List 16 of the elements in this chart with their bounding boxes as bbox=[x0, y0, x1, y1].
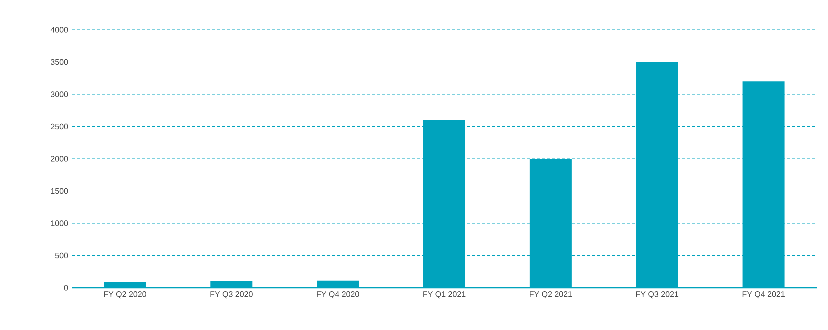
y-tick-label: 4000 bbox=[50, 27, 68, 33]
y-tick-label: 0 bbox=[64, 285, 68, 291]
y-tick-label: 500 bbox=[55, 252, 68, 259]
x-tick-label: FY Q3 2020 bbox=[210, 292, 253, 299]
y-tick-label: 2500 bbox=[51, 124, 68, 130]
y-tick-label: 3000 bbox=[50, 92, 68, 98]
y-tick-label: 3500 bbox=[50, 59, 68, 66]
x-tick-label: FY Q2 2021 bbox=[530, 292, 572, 299]
x-tick-label: FY Q1 2021 bbox=[424, 292, 466, 299]
y-tick-label: 1000 bbox=[51, 220, 68, 226]
x-tick-label: FY Q4 2020 bbox=[317, 292, 360, 299]
x-tick-label: FY Q2 2020 bbox=[104, 292, 146, 299]
x-tick-label: FY Q4 2021 bbox=[742, 292, 785, 299]
x-tick-label: FY Q3 2021 bbox=[636, 292, 679, 299]
y-tick-label: 1500 bbox=[51, 188, 68, 194]
y-tick-label: 2000 bbox=[51, 156, 68, 162]
